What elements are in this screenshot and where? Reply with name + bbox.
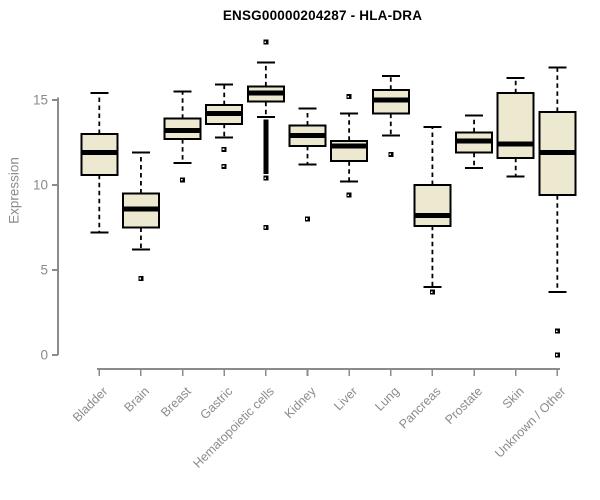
median-line	[539, 150, 576, 156]
x-tick-label-kidney: Kidney	[282, 384, 319, 421]
median-line	[497, 141, 534, 147]
boxplot-skin	[496, 76, 535, 178]
y-tick-label-5: 5	[40, 263, 48, 278]
outlier-point-center	[222, 165, 225, 168]
median-line	[289, 133, 326, 139]
median-line	[122, 206, 159, 212]
boxplot-unknown-other	[538, 66, 577, 358]
boxplot-hematopoietic-cells	[246, 39, 285, 230]
median-line	[456, 138, 493, 144]
x-tick-label-prostate: Prostate	[442, 384, 485, 427]
chart-title: ENSG00000204287 - HLA-DRA	[222, 8, 423, 23]
median-line	[331, 143, 368, 149]
boxplot-breast	[163, 90, 202, 183]
outlier-point-center	[181, 179, 183, 181]
outlier-point-center	[139, 277, 142, 280]
x-tick-label-breast: Breast	[158, 384, 194, 420]
iqr-box	[496, 92, 535, 159]
median-line	[247, 90, 284, 96]
outlier-point-center	[347, 95, 350, 98]
y-tick-label-15: 15	[33, 93, 48, 108]
outlier-point-center	[222, 148, 225, 151]
outlier-point-center	[347, 194, 350, 196]
x-tick-label-hematopoietic-cells: Hematopoietic cells	[190, 384, 277, 471]
y-tick-label-0: 0	[40, 348, 48, 363]
x-tick-label-skin: Skin	[500, 384, 527, 411]
median-line	[164, 128, 201, 134]
median-line	[206, 111, 243, 117]
outlier-point-center	[555, 330, 558, 332]
outlier-point-center	[430, 291, 433, 293]
boxplot-pancreas	[413, 126, 452, 295]
outlier-point-center	[264, 41, 266, 43]
x-tick-label-liver: Liver	[331, 384, 360, 413]
median-line	[414, 213, 451, 219]
x-tick-label-unknown-other: Unknown / Other	[492, 384, 568, 460]
boxplot-kidney	[288, 107, 327, 222]
y-tick-label-10: 10	[33, 178, 48, 193]
x-tick-label-brain: Brain	[122, 384, 153, 415]
boxplot-liver	[330, 94, 369, 198]
x-tick-label-pancreas: Pancreas	[396, 384, 443, 431]
median-line	[372, 97, 409, 103]
boxplot-brain	[121, 151, 160, 281]
x-tick-label-gastric: Gastric	[197, 384, 235, 422]
iqr-box	[413, 184, 452, 227]
x-tick-label-bladder: Bladder	[70, 384, 110, 424]
boxplot-bladder	[80, 92, 119, 234]
dense-outlier-point	[263, 168, 269, 174]
outlier-point-center	[264, 226, 266, 229]
boxplot-lung	[371, 75, 410, 157]
boxplot-prostate	[455, 114, 494, 169]
median-line	[81, 150, 118, 156]
x-tick-label-lung: Lung	[372, 384, 402, 414]
outlier-point-center	[264, 177, 266, 179]
boxplot-gastric	[205, 83, 244, 169]
outlier-point-center	[555, 354, 558, 356]
outlier-point-center	[389, 153, 391, 156]
outlier-point-center	[306, 218, 308, 220]
